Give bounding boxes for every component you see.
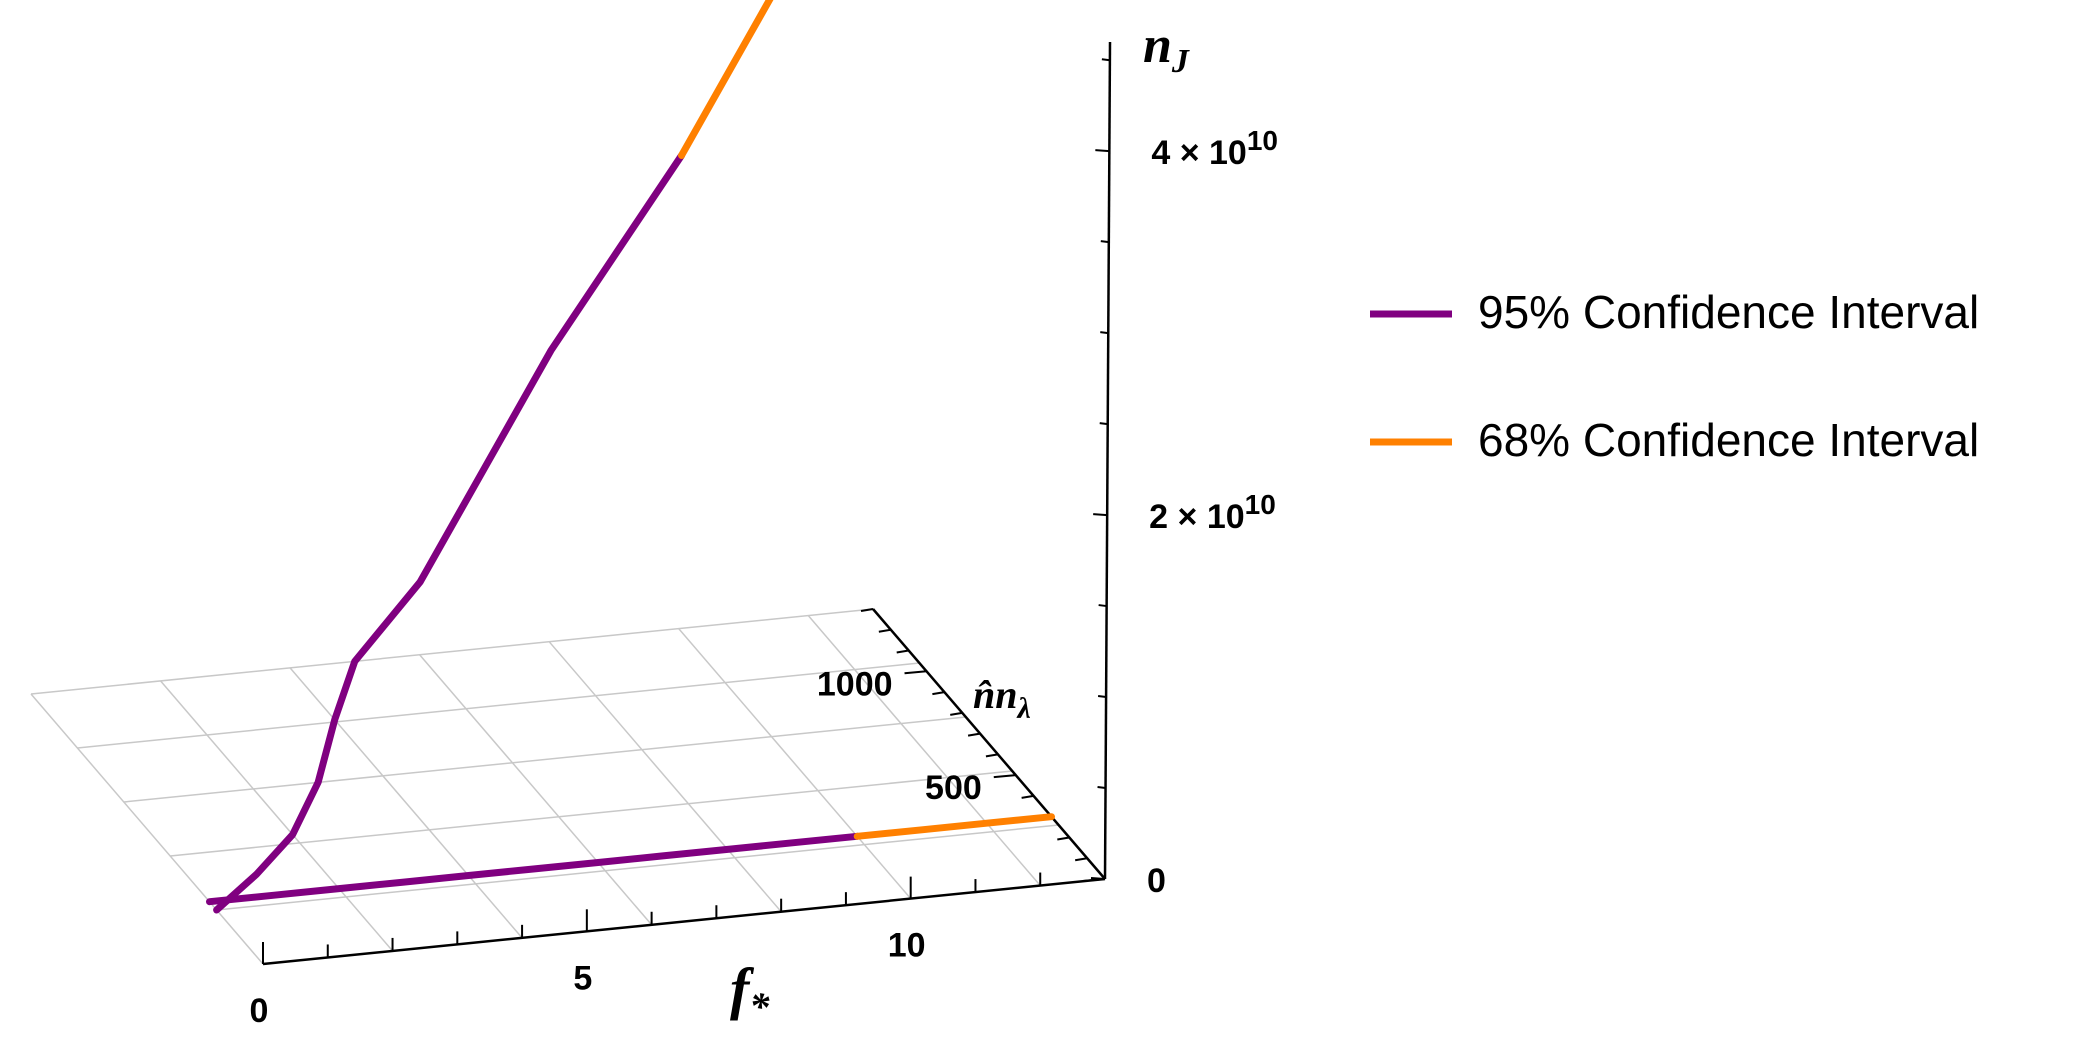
- y-axis-tick: [1057, 836, 1070, 841]
- grid: [30, 608, 1106, 965]
- grid-line-f: [548, 641, 782, 913]
- z-axis-title: nJ: [1143, 17, 1190, 80]
- axes: [262, 41, 1112, 966]
- z-tick-label: 4 × 1010: [1151, 125, 1278, 172]
- y-axis-tick: [860, 608, 874, 612]
- legend-item-68: 68% Confidence Interval: [1370, 414, 1979, 466]
- grid-line-n: [30, 608, 874, 695]
- x-tick-label: 5: [573, 959, 592, 997]
- grid-line-n: [170, 770, 1013, 857]
- legend-item-95: 95% Confidence Interval: [1370, 286, 1979, 338]
- x-axis-line: [262, 877, 1106, 966]
- y-tick-label: 1000: [817, 665, 893, 703]
- y-axis-tick: [904, 670, 927, 675]
- legend: 95% Confidence Interval 68% Confidence I…: [1370, 286, 1979, 466]
- grid-line-f: [30, 693, 264, 965]
- series-line: [678, 0, 774, 159]
- y-axis-tick: [950, 711, 963, 716]
- z-axis-tick: [1098, 604, 1107, 608]
- series-line: [213, 152, 685, 914]
- z-axis-tick: [1100, 331, 1109, 335]
- tick-labels: 0 5 10 500 1000 0 2 × 1010 4 × 1010: [250, 125, 1278, 1030]
- z-axis-line: [1103, 41, 1112, 880]
- grid-line-f: [289, 667, 523, 939]
- z-axis-tick: [1093, 513, 1108, 517]
- y-axis-tick: [878, 628, 892, 633]
- y-axis-tick: [993, 774, 1016, 779]
- z-axis-tick: [1090, 877, 1106, 880]
- y-axis-line: [872, 608, 1106, 880]
- z-tick-label: 2 × 1010: [1149, 489, 1276, 536]
- grid-line-f: [678, 628, 912, 900]
- z-axis-tick: [1101, 58, 1111, 62]
- grid-line-n: [123, 716, 966, 803]
- grid-line-n: [216, 824, 1059, 911]
- y-axis-tick: [932, 691, 945, 696]
- y-axis-title: n̂nλ: [973, 672, 1031, 725]
- y-axis-tick: [985, 753, 999, 758]
- grid-line-f: [419, 654, 653, 926]
- series-line: [853, 813, 1055, 840]
- z-axis-tick: [1097, 695, 1107, 699]
- y-tick-label: 500: [925, 769, 982, 807]
- z-axis-tick: [1097, 786, 1106, 790]
- grid-line-n: [77, 662, 920, 749]
- y-axis-tick: [1074, 857, 1088, 862]
- z-tick-label: 0: [1147, 862, 1166, 900]
- series: [206, 0, 1055, 914]
- grid-line-f: [159, 680, 394, 952]
- legend-label-95: 95% Confidence Interval: [1478, 286, 1979, 338]
- y-axis-tick: [967, 732, 981, 737]
- z-axis-tick: [1095, 149, 1110, 153]
- z-axis-tick: [1099, 422, 1108, 426]
- legend-label-68: 68% Confidence Interval: [1478, 414, 1979, 466]
- y-axis-tick: [896, 649, 909, 654]
- x-axis-title: f*: [730, 956, 770, 1029]
- x-tick-label: 10: [888, 927, 926, 965]
- y-axis-tick: [1021, 794, 1034, 799]
- grid-line-f: [807, 615, 1041, 887]
- series-line: [206, 832, 861, 906]
- x-tick-label: 0: [250, 992, 269, 1030]
- z-axis-tick: [1100, 240, 1109, 244]
